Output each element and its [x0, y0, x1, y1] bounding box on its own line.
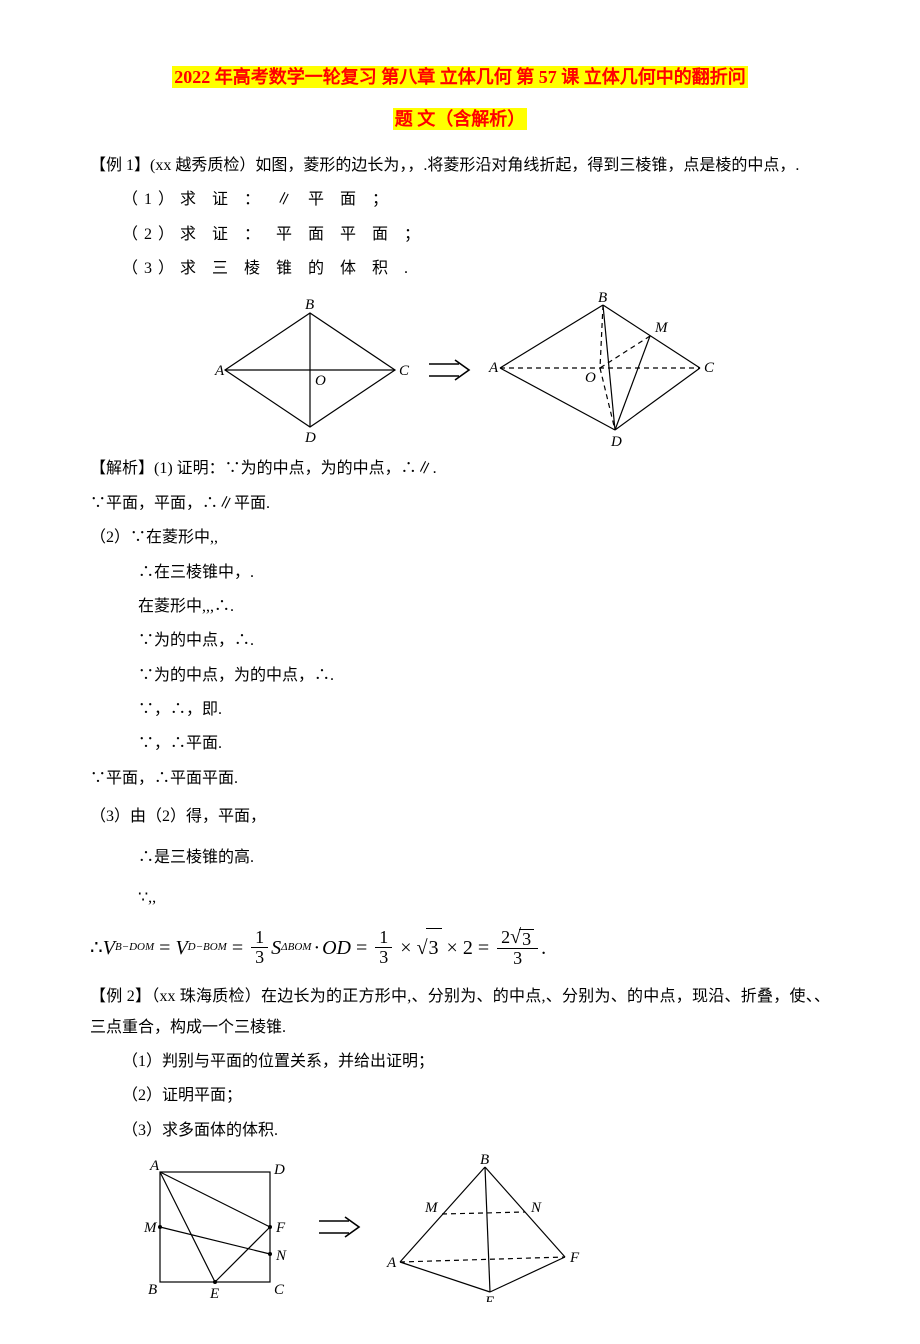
ex1-intro: 【例 1】(xx 越秀质检）如图，菱形的边长为，，.将菱形沿对角线折起，得到三棱…: [90, 151, 830, 181]
svg-text:F: F: [569, 1250, 580, 1266]
f-sub2: D−BOM: [188, 937, 227, 958]
ex1-q2: （2）求 证 ： 平 面 平 面 ；: [90, 220, 830, 250]
ex1-q3: （3）求 三 棱 锥 的 体 积 .: [90, 254, 830, 284]
f-dot: ·: [313, 929, 320, 967]
svg-text:M: M: [654, 320, 669, 336]
formula-prefix: ∴: [90, 929, 103, 967]
f-f3d: 3: [509, 949, 526, 968]
svg-text:A: A: [149, 1158, 160, 1174]
sol1-l12: ∵,,: [90, 883, 830, 913]
f-x2: ×: [447, 929, 458, 967]
arrow-icon-2: [317, 1215, 363, 1239]
f-two: 2: [463, 929, 473, 967]
diagram-1-right: A B C D O M: [485, 290, 715, 450]
diagram-2-row: A D B C M F N E B: [90, 1152, 830, 1302]
sol1-l2: （2）∵在菱形中,,: [90, 523, 830, 553]
svg-text:B: B: [305, 297, 314, 313]
f-f2n: 1: [375, 928, 392, 948]
f-f1d: 3: [251, 948, 268, 967]
ex2-q1: （1）判别与平面的位置关系，并给出证明；: [90, 1047, 830, 1077]
sol1-l4: 在菱形中,,,∴.: [90, 592, 830, 622]
sol1-l6: ∵为的中点，为的中点，∴.: [90, 661, 830, 691]
f-sqrt2-body: 3: [519, 929, 534, 949]
f-subS: ΔBOM: [281, 937, 311, 958]
diagram-1-row: A B C D O: [90, 290, 830, 450]
svg-text:B: B: [148, 1282, 157, 1298]
f-eq4: =: [478, 929, 489, 967]
title-line-2: 题 文（含解析）: [90, 102, 830, 136]
f-period: .: [541, 929, 546, 967]
svg-text:M: M: [143, 1220, 158, 1236]
f-V2: V: [175, 929, 187, 967]
arrow-icon-1: [427, 358, 473, 382]
svg-text:O: O: [315, 373, 326, 389]
f-f1n: 1: [251, 928, 268, 948]
f-sqrt1-body: 3: [426, 928, 442, 967]
diagram-2-right: B A E F M N: [375, 1152, 585, 1302]
svg-text:N: N: [275, 1248, 287, 1264]
sol1-l10: （3）由（2）得，平面，: [90, 802, 830, 832]
volume-formula: ∴ V B−DOM = V D−BOM = 1 3 S ΔBOM · OD = …: [90, 927, 830, 968]
f-S: S: [271, 929, 281, 967]
diagram-2-left: A D B C M F N E: [130, 1152, 305, 1302]
title-line-1: 2022 年高考数学一轮复习 第八章 立体几何 第 57 课 立体几何中的翻折问: [90, 60, 830, 94]
svg-text:F: F: [275, 1220, 286, 1236]
svg-text:O: O: [585, 370, 596, 386]
ex2-q2: （2）证明平面；: [90, 1081, 830, 1111]
sol1-l9: ∵平面，∴平面平面.: [90, 764, 830, 794]
svg-text:D: D: [273, 1162, 285, 1178]
ex2-q3: （3）求多面体的体积.: [90, 1116, 830, 1146]
svg-text:D: D: [304, 430, 316, 445]
svg-text:C: C: [704, 360, 715, 376]
svg-text:E: E: [209, 1286, 219, 1302]
svg-text:A: A: [386, 1255, 397, 1271]
svg-text:B: B: [598, 290, 607, 306]
ex1-q1: （1）求 证 ： ∥ 平 面 ；: [90, 185, 830, 215]
svg-text:C: C: [399, 363, 410, 379]
f-eq3: =: [356, 929, 367, 967]
f-eq2: =: [232, 929, 243, 967]
sol1-l1: ∵平面，平面，∴∥平面.: [90, 489, 830, 519]
diagram-1-left: A B C D O: [205, 295, 415, 445]
svg-text:B: B: [480, 1152, 489, 1168]
svg-text:N: N: [530, 1200, 542, 1216]
sol1-l7: ∵，∴，即.: [90, 695, 830, 725]
f-coef: 2: [501, 927, 510, 947]
f-f2d: 3: [375, 948, 392, 967]
f-f3n: 2√3: [497, 927, 538, 949]
f-frac1: 1 3: [251, 928, 268, 967]
sol1-l11: ∴是三棱锥的高.: [90, 843, 830, 873]
sol1-l3: ∴在三棱锥中，.: [90, 558, 830, 588]
svg-text:E: E: [484, 1294, 494, 1302]
ex2-intro: 【例 2】（xx 珠海质检）在边长为的正方形中,、分别为、的中点,、分别为、的中…: [90, 982, 830, 1043]
svg-text:C: C: [274, 1282, 285, 1298]
title-text-1: 2022 年高考数学一轮复习 第八章 立体几何 第 57 课 立体几何中的翻折问: [172, 66, 748, 88]
svg-text:M: M: [424, 1200, 439, 1216]
f-eq1: =: [159, 929, 170, 967]
f-x1: ×: [400, 929, 411, 967]
sol1-head: 【解析】(1) 证明：∵为的中点，为的中点，∴∥.: [90, 454, 830, 484]
f-frac2: 1 3: [375, 928, 392, 967]
svg-text:A: A: [488, 360, 499, 376]
svg-text:D: D: [610, 434, 622, 450]
sol1-l8: ∵，∴平面.: [90, 729, 830, 759]
title-text-2: 题 文（含解析）: [393, 108, 528, 130]
svg-text:A: A: [214, 363, 225, 379]
f-sqrt1: √ 3: [417, 928, 442, 967]
sol1-l5: ∵为的中点，∴.: [90, 626, 830, 656]
f-V1: V: [103, 929, 115, 967]
f-sub1: B−DOM: [115, 937, 154, 958]
f-OD: OD: [322, 929, 351, 967]
f-frac3: 2√3 3: [497, 927, 538, 968]
